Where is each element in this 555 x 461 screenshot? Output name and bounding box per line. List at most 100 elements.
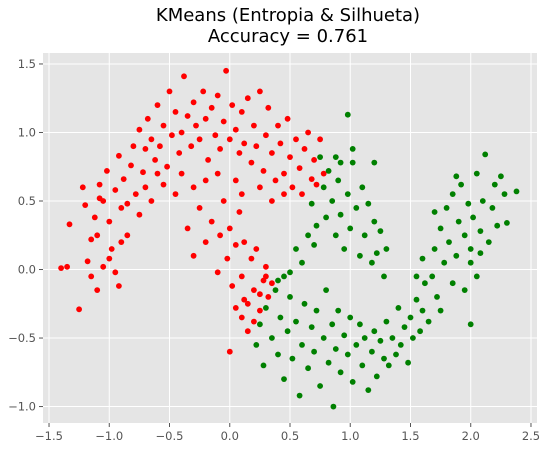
scatter-point — [413, 296, 420, 303]
scatter-point — [251, 287, 257, 293]
scatter-point — [467, 321, 474, 328]
y-tick-label: 1.5 — [18, 57, 36, 71]
scatter-point — [257, 291, 263, 298]
chart-title-line-2: Accuracy = 0.761 — [208, 26, 368, 47]
scatter-point — [313, 307, 320, 314]
scatter-point — [217, 146, 224, 152]
scatter-point — [373, 250, 380, 256]
scatter-point — [284, 115, 291, 122]
scatter-point — [124, 200, 131, 207]
scatter-point — [251, 122, 257, 129]
scatter-point — [157, 143, 163, 150]
scatter-point — [308, 200, 315, 207]
scatter-point — [236, 209, 243, 215]
scatter-point — [317, 154, 323, 161]
scatter-point — [320, 170, 327, 177]
scatter-point — [431, 246, 438, 252]
scatter-point — [238, 109, 245, 115]
scatter-point — [241, 296, 248, 303]
scatter-point — [82, 202, 89, 209]
scatter-point — [389, 335, 396, 341]
scatter-point — [154, 170, 161, 177]
scatter-point — [357, 321, 363, 328]
scatter-point — [220, 118, 227, 125]
scatter-point — [116, 152, 122, 159]
scatter-point — [269, 335, 275, 341]
scatter-point — [429, 273, 436, 280]
scatter-point — [202, 239, 209, 246]
scatter-point — [393, 351, 399, 358]
scatter-point — [184, 225, 191, 232]
scatter-point — [148, 136, 155, 143]
scatter-point — [341, 332, 348, 339]
scatter-point — [260, 168, 267, 174]
scatter-point — [229, 283, 236, 289]
scatter-point — [251, 318, 257, 325]
scatter-point — [248, 159, 255, 166]
scatter-point — [353, 342, 360, 348]
scatter-point — [202, 115, 209, 122]
scatter-point — [489, 205, 496, 211]
scatter-point — [293, 136, 299, 143]
scatter-point — [477, 228, 484, 235]
scatter-point — [289, 355, 296, 362]
scatter-point — [232, 177, 239, 184]
scatter-point — [263, 273, 269, 280]
scatter-point — [308, 176, 315, 183]
scatter-point — [257, 88, 263, 95]
scatter-point — [202, 177, 209, 184]
scatter-point — [136, 126, 143, 133]
scatter-point — [413, 273, 420, 280]
scatter-point — [381, 273, 387, 280]
scatter-point — [320, 335, 327, 341]
scatter-point — [337, 369, 344, 376]
scatter-point — [154, 102, 161, 108]
scatter-point — [317, 383, 323, 389]
scatter-point — [361, 232, 368, 239]
scatter-point — [100, 198, 107, 204]
scatter-point — [236, 150, 243, 156]
scatter-point — [214, 92, 221, 99]
scatter-point — [473, 170, 480, 177]
scatter-point — [238, 314, 245, 321]
scatter-point — [244, 328, 251, 335]
scatter-point — [142, 184, 149, 191]
scatter-point — [299, 259, 305, 266]
scatter-point — [467, 259, 474, 266]
scatter-point — [325, 359, 332, 366]
scatter-point — [277, 140, 284, 147]
scatter-point — [112, 187, 119, 193]
scatter-point — [144, 115, 151, 122]
scatter-point — [272, 177, 279, 184]
scatter-point — [501, 191, 508, 198]
scatter-point — [241, 239, 248, 246]
scatter-point — [347, 225, 354, 232]
scatter-point — [332, 346, 339, 352]
scatter-point — [332, 232, 339, 239]
scatter-point — [152, 157, 159, 163]
scatter-point — [332, 154, 339, 161]
scatter-point — [349, 159, 356, 166]
scatter-point — [118, 205, 125, 211]
y-axis-ticks: −1.0 −0.5 0.0 0.5 1.0 1.5 — [8, 57, 43, 414]
scatter-point — [449, 280, 456, 287]
scatter-point — [301, 300, 308, 307]
scatter-point — [293, 246, 299, 252]
scatter-point — [104, 168, 110, 174]
scatter-point — [253, 342, 260, 348]
scatter-point — [349, 379, 356, 385]
scatter-point — [205, 157, 212, 163]
chart-title-line-1: KMeans (Entropia & Silhueta) — [156, 5, 420, 26]
scatter-point — [132, 191, 139, 198]
scatter-point — [335, 177, 342, 184]
scatter-point — [253, 246, 260, 252]
scatter-point — [299, 191, 305, 198]
scatter-point — [269, 150, 275, 156]
y-tick-label: −1.0 — [8, 400, 36, 414]
scatter-point — [419, 307, 426, 314]
scatter-point — [301, 146, 308, 152]
scatter-point — [405, 359, 411, 366]
scatter-point — [128, 162, 134, 169]
scatter-point — [491, 181, 498, 188]
scatter-point — [455, 218, 462, 225]
